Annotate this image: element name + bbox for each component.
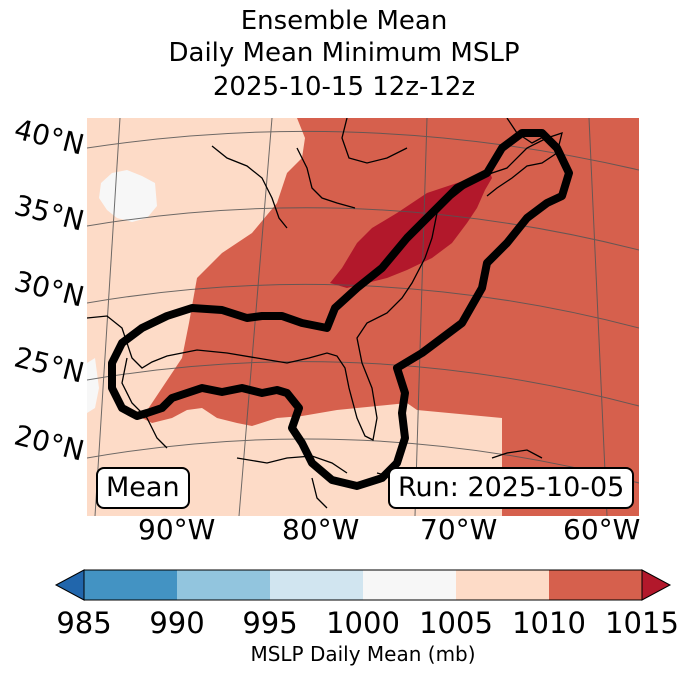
lon-label-90: 90°W: [138, 513, 216, 546]
lat-label-35: 35°N: [11, 188, 88, 238]
colorbar-tick-1005: 1005: [419, 606, 493, 640]
colorbar-extend-over: [641, 569, 672, 601]
lon-label-80: 80°W: [282, 513, 360, 546]
colorbar-tick-1000: 1000: [326, 606, 400, 640]
colorbar-segment-1000-1005: [363, 570, 456, 600]
title-line-3: 2025-10-15 12z-12z: [212, 72, 476, 102]
colorbar-segment-990-995: [177, 570, 270, 600]
lat-label-40: 40°N: [11, 112, 88, 162]
colorbar-extend-under: [54, 569, 85, 601]
colorbar-segment-1005-1010: [456, 570, 549, 600]
run-date-box: Run: 2025-10-05: [388, 467, 635, 509]
colorbar-tick-1010: 1010: [512, 606, 586, 640]
colorbar-tick-985: 985: [56, 606, 112, 640]
lat-label-20: 20°N: [11, 418, 88, 468]
colorbar-segment-995-1000: [270, 570, 363, 600]
colorbar-tick-995: 995: [242, 606, 298, 640]
lat-label-30: 30°N: [11, 264, 88, 314]
colorbar-segment-985-990: [84, 570, 177, 600]
mean-box: Mean: [96, 467, 190, 509]
colorbar-label: MSLP Daily Mean (mb): [250, 642, 476, 666]
mslp-map: [87, 118, 639, 516]
title-line-1: Ensemble Mean: [240, 6, 448, 36]
region-1000-1005: [99, 170, 157, 222]
colorbar-segment-1010-1015: [549, 570, 642, 600]
highlight-contour: [108, 129, 573, 490]
title-line-2: Daily Mean Minimum MSLP: [168, 38, 520, 68]
lon-label-70: 70°W: [420, 513, 498, 546]
colorbar-tick-990: 990: [149, 606, 205, 640]
colorbar-tick-1015: 1015: [605, 606, 679, 640]
region-1010-1015: [142, 118, 639, 516]
lon-label-60: 60°W: [563, 513, 641, 546]
region-1000-1005-edge: [87, 358, 99, 413]
colorbar: [54, 569, 672, 601]
lat-label-25: 25°N: [11, 340, 88, 390]
